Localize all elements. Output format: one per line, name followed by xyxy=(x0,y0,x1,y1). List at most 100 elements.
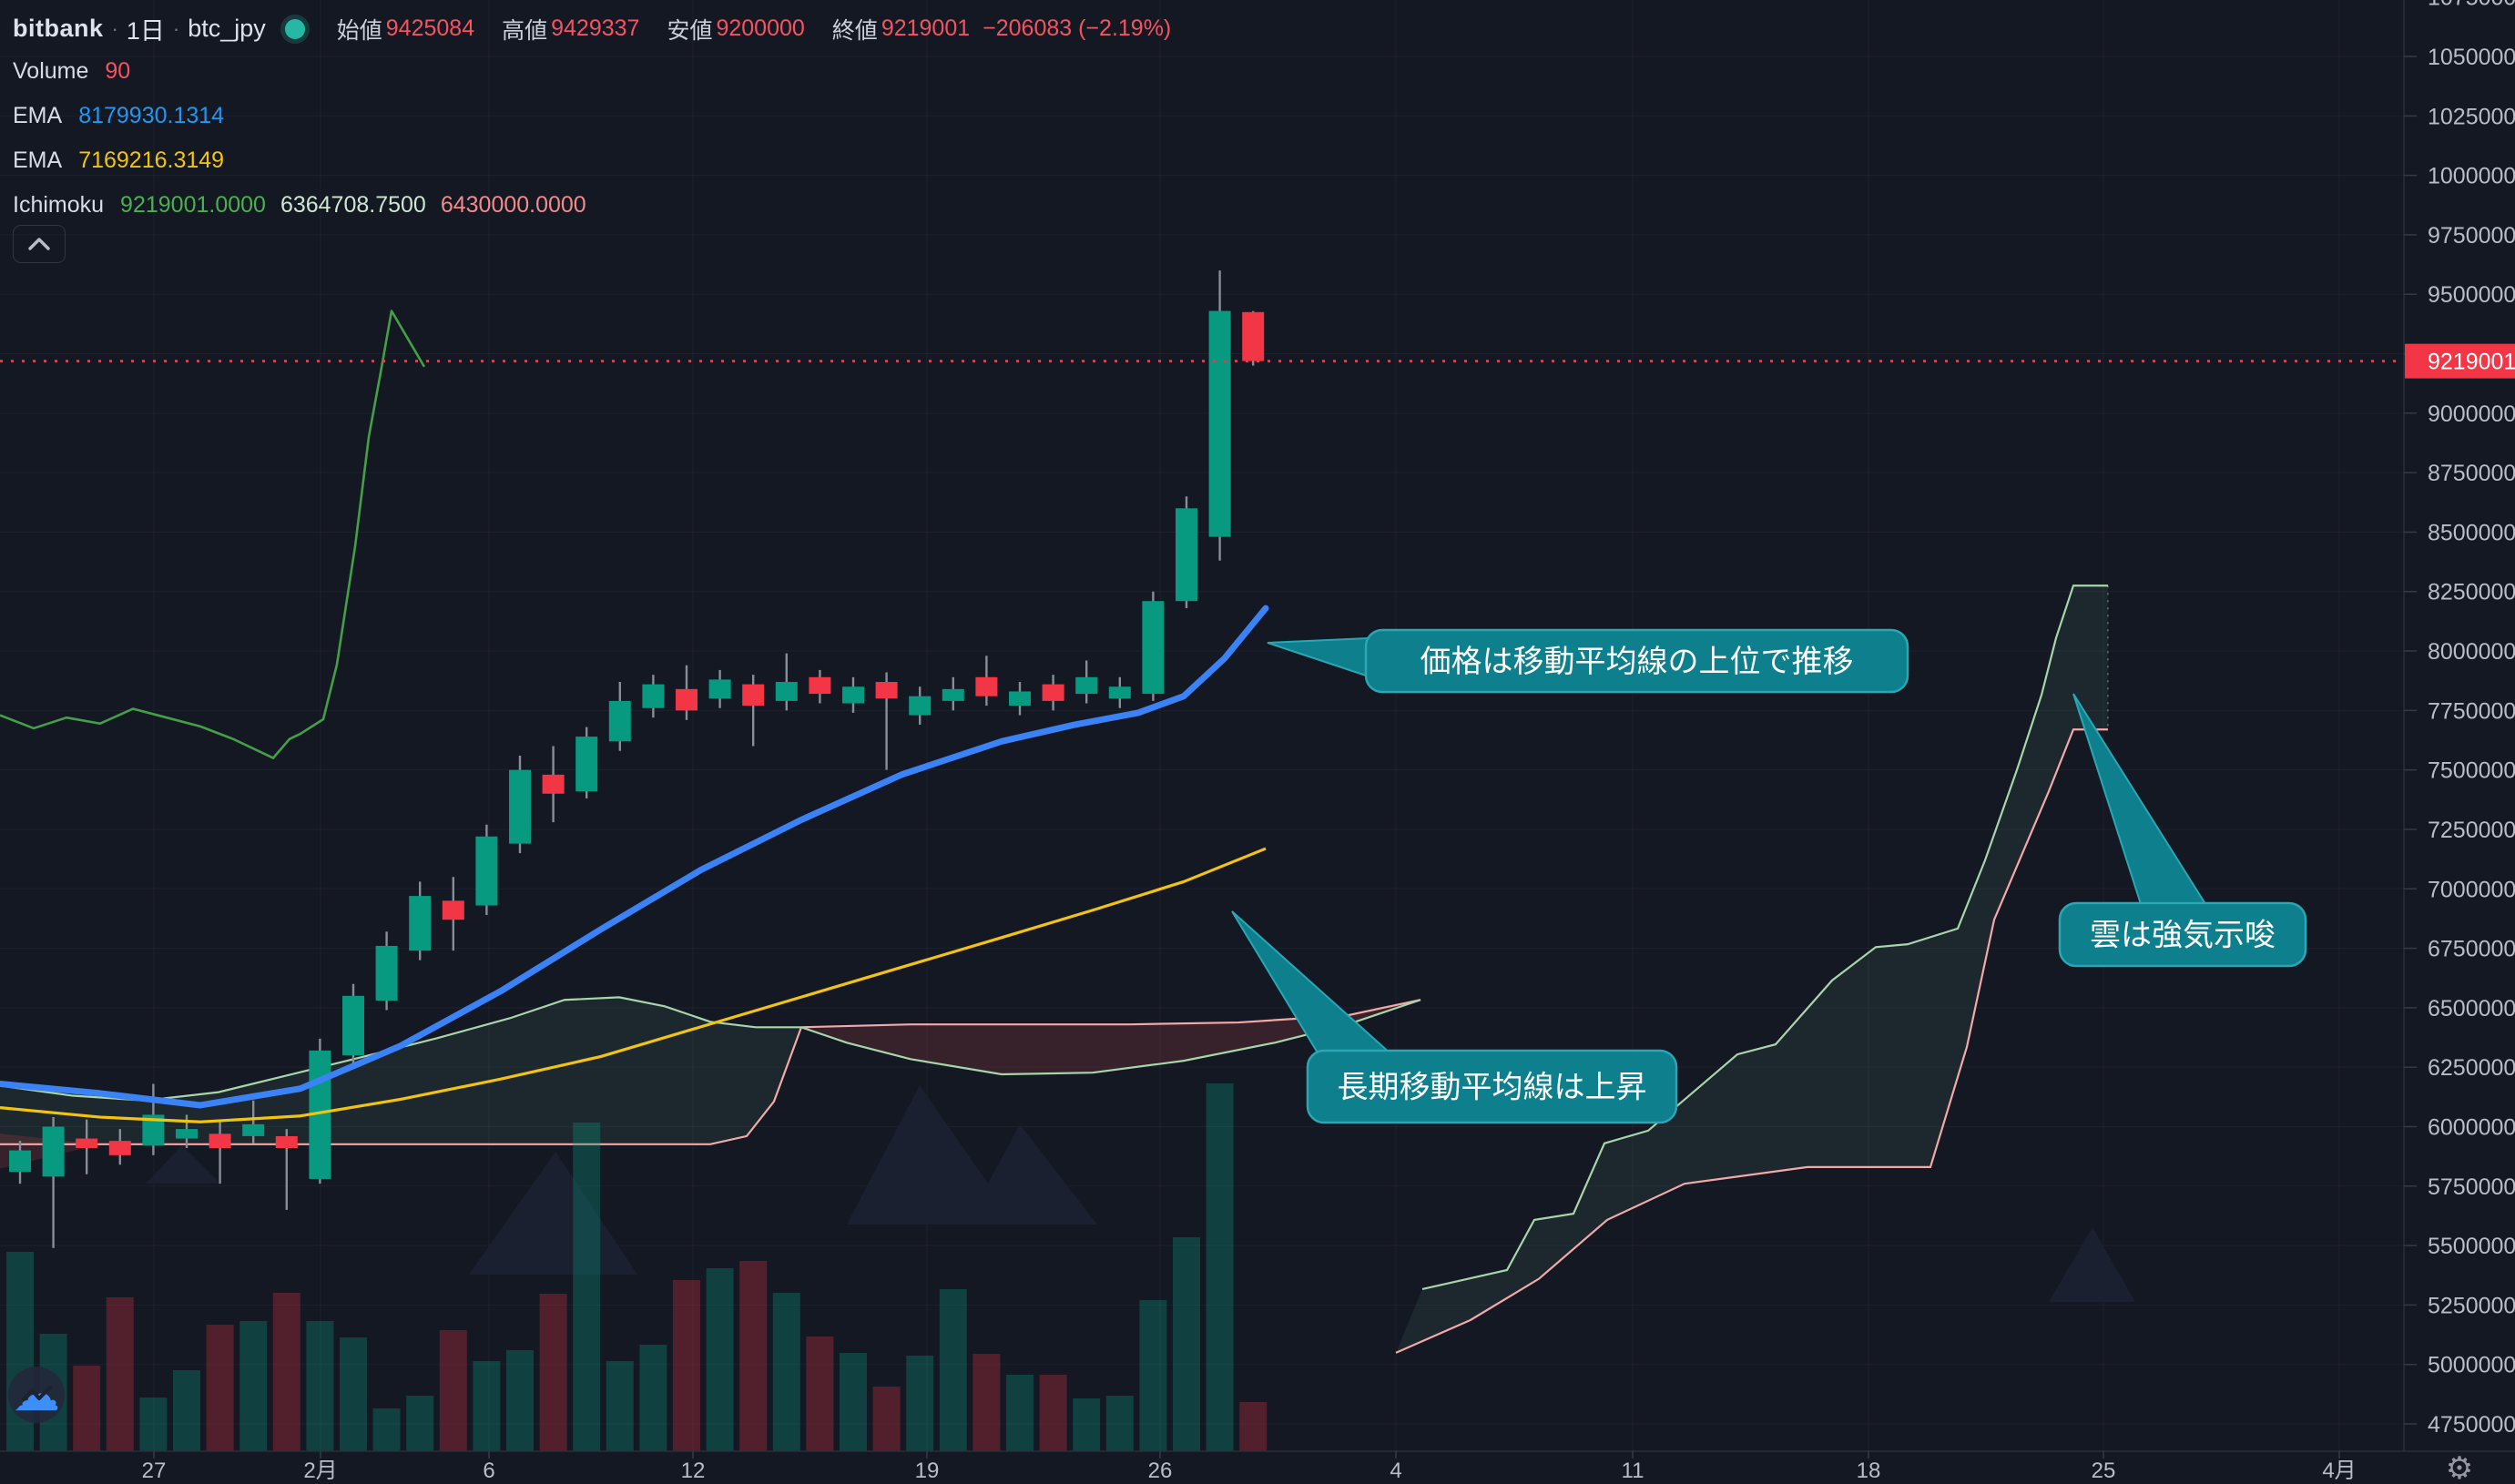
candle[interactable] xyxy=(76,1119,98,1174)
candle[interactable] xyxy=(875,672,898,770)
change-value: −206083 (−2.19%) xyxy=(983,15,1172,41)
candle[interactable] xyxy=(9,1141,31,1184)
volume-bar xyxy=(939,1289,967,1451)
candle[interactable] xyxy=(1042,675,1064,711)
candle[interactable] xyxy=(642,675,665,718)
time-axis-label: 12 xyxy=(681,1459,706,1483)
candle[interactable] xyxy=(1176,496,1197,609)
candle[interactable] xyxy=(375,931,398,1011)
volume-bar xyxy=(439,1330,467,1451)
candle[interactable] xyxy=(342,983,364,1065)
collapse-legend-button[interactable] xyxy=(13,225,66,263)
ichimoku-value-1: 9219001.0000 xyxy=(120,192,266,218)
callout-box xyxy=(2058,901,2307,968)
candle[interactable] xyxy=(209,1122,231,1184)
candle[interactable] xyxy=(1242,310,1265,366)
candle[interactable] xyxy=(1108,676,1131,708)
tradingview-logo[interactable]: ☁ xyxy=(8,1367,65,1423)
price-axis-label: 10000000 xyxy=(2428,164,2515,189)
candle[interactable] xyxy=(575,727,598,799)
symbol-name[interactable]: btc_jpy xyxy=(188,15,266,42)
close-value: 9219001 xyxy=(881,15,971,41)
candle[interactable] xyxy=(108,1129,131,1165)
candle[interactable] xyxy=(1142,591,1165,701)
ema-label: EMA xyxy=(13,103,63,128)
price-axis-label: 5250000 xyxy=(2428,1293,2515,1318)
callout-text: 雲は強気示唆 xyxy=(2090,919,2276,953)
volume-bar xyxy=(706,1268,734,1451)
volume-bar xyxy=(772,1293,800,1451)
price-axis-label: 10750000 xyxy=(2428,0,2515,11)
volume-bars xyxy=(6,1083,1268,1451)
candle[interactable] xyxy=(1208,270,1231,561)
gear-icon[interactable]: ⚙ xyxy=(2446,1451,2473,1484)
volume-bar xyxy=(539,1294,567,1451)
callout-annotation[interactable]: 価格は移動平均線の上位で推移 xyxy=(1267,628,1909,694)
price-axis-label: 9750000 xyxy=(2428,223,2515,249)
current-price-tag-text: 9219001 xyxy=(2428,350,2515,375)
candle[interactable] xyxy=(775,653,798,711)
volume-bar xyxy=(406,1396,434,1451)
candle[interactable] xyxy=(742,675,765,747)
candle[interactable] xyxy=(42,1117,65,1248)
candle[interactable] xyxy=(509,755,531,854)
candle[interactable] xyxy=(809,669,831,704)
volume-bar xyxy=(606,1361,634,1451)
time-axis-label: 26 xyxy=(1148,1459,1173,1483)
senkou-b-right-line xyxy=(1395,728,2108,1354)
ema-fast-line[interactable] xyxy=(0,605,1269,1109)
interval-label[interactable]: 1日 xyxy=(126,17,165,45)
ema-slow-line[interactable] xyxy=(0,847,1267,1123)
volume-bar xyxy=(639,1345,667,1451)
open-value: 9425084 xyxy=(385,15,475,41)
high-value: 9429337 xyxy=(551,15,640,41)
price-axis-label: 5500000 xyxy=(2428,1234,2515,1259)
candle[interactable] xyxy=(242,1100,265,1143)
time-axis-label: 19 xyxy=(915,1459,940,1483)
price-axis-label: 8750000 xyxy=(2428,461,2515,486)
candle[interactable] xyxy=(676,665,697,720)
price-axis-label: 8000000 xyxy=(2428,639,2515,665)
ema-slow-legend-row[interactable]: EMA 7169216.3149 xyxy=(13,147,224,174)
callout-text: 価格は移動平均線の上位で推移 xyxy=(1420,645,1854,679)
volume-value: 90 xyxy=(105,58,131,84)
callout-annotation[interactable]: 雲は強気示唆 xyxy=(2058,693,2307,968)
price-axis[interactable]: 10750000 10500000 10250000 10000000 9750000 9… xyxy=(2403,0,2515,1484)
candle[interactable] xyxy=(1009,682,1031,716)
callout-annotation[interactable]: 長期移動平均線は上昇 xyxy=(1231,910,1678,1124)
symbol-row[interactable]: bitbank · 1日 · btc_jpy 始値 9425084 高値 942… xyxy=(13,11,1171,46)
candle[interactable] xyxy=(542,746,565,823)
open-label: 始値 xyxy=(336,17,382,44)
volume-bar xyxy=(206,1325,234,1451)
volume-bar xyxy=(1206,1083,1234,1451)
volume-bar xyxy=(872,1387,901,1451)
ichimoku-legend-row[interactable]: Ichimoku 9219001.0000 6364708.7500 64300… xyxy=(13,192,586,219)
volume-bar xyxy=(372,1408,401,1451)
watermark-triangle xyxy=(2049,1227,2135,1302)
candle[interactable] xyxy=(442,877,464,951)
volume-bar xyxy=(506,1350,534,1451)
volume-bar xyxy=(306,1321,334,1451)
candle[interactable] xyxy=(275,1129,298,1210)
candle[interactable] xyxy=(909,686,932,726)
chikou-span-line xyxy=(0,310,426,759)
volume-bar xyxy=(139,1398,168,1451)
candle[interactable] xyxy=(842,676,864,713)
candle[interactable] xyxy=(1075,660,1098,704)
volume-legend-row[interactable]: Volume 90 xyxy=(13,58,130,85)
volume-bar xyxy=(473,1361,501,1451)
candle[interactable] xyxy=(708,669,731,708)
candle[interactable] xyxy=(942,676,964,711)
candle[interactable] xyxy=(409,881,432,961)
candle[interactable] xyxy=(608,682,631,751)
price-axis-label: 7000000 xyxy=(2428,877,2515,902)
exchange-name[interactable]: bitbank xyxy=(13,15,104,42)
candle[interactable] xyxy=(475,824,498,916)
ema-fast-legend-row[interactable]: EMA 8179930.1314 xyxy=(13,103,224,129)
candle[interactable] xyxy=(975,656,998,706)
time-axis-label: 27 xyxy=(142,1459,167,1483)
separator: · xyxy=(111,16,118,40)
time-axis[interactable]: 27 2月 6 12 19 26 4 11 18 25 4月 ⚙ xyxy=(0,1450,2515,1484)
